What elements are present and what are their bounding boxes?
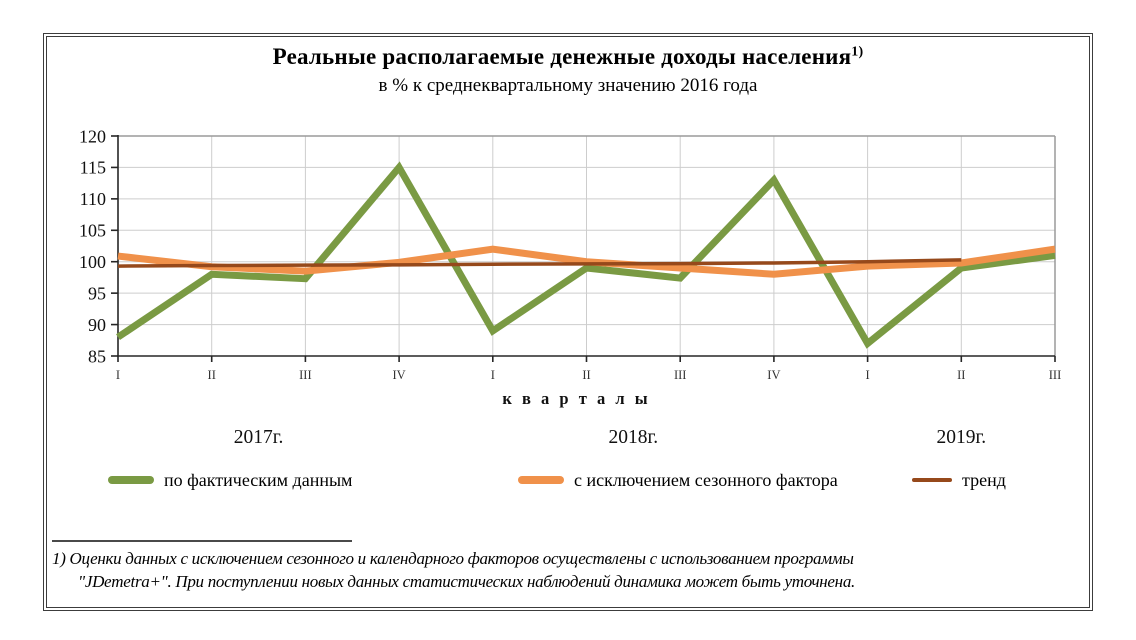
figure-frame xyxy=(43,33,1093,611)
chart-title-text: Реальные располагаемые денежные доходы н… xyxy=(272,44,852,69)
footnote-rule xyxy=(52,540,352,542)
footnote: 1) Оценки данных с исключением сезонного… xyxy=(52,540,1052,594)
series-line-2 xyxy=(117,258,962,268)
footnote-line-2: "JDemetra+". При поступлении новых данны… xyxy=(78,571,855,591)
x-tick-label: I xyxy=(491,368,495,382)
y-tick-label: 85 xyxy=(88,346,106,366)
y-tick-label: 115 xyxy=(80,158,106,178)
year-label: 2018г. xyxy=(609,427,659,448)
chart-title-footnote-marker: 1) xyxy=(851,44,864,60)
chart-title: Реальные располагаемые денежные доходы н… xyxy=(43,44,1093,70)
x-tick-label: III xyxy=(674,368,687,382)
y-tick-label: 90 xyxy=(88,315,106,335)
footnote-line-1: 1) Оценки данных с исключением сезонного… xyxy=(52,549,854,568)
y-tick-label: 105 xyxy=(79,221,106,241)
x-tick-label: IV xyxy=(767,368,780,382)
x-tick-label: III xyxy=(299,368,312,382)
y-tick-label: 95 xyxy=(88,283,106,303)
y-tick-label: 120 xyxy=(79,126,106,146)
year-label: 2017г. xyxy=(234,427,284,448)
x-tick-label: I xyxy=(866,368,870,382)
x-tick-label: III xyxy=(1049,368,1062,382)
series-line-1 xyxy=(117,245,1056,278)
y-tick-label: 110 xyxy=(80,189,106,209)
y-tick-label: 100 xyxy=(79,252,106,272)
x-tick-label: II xyxy=(957,368,965,382)
x-tick-label: I xyxy=(116,368,120,382)
year-label: 2019г. xyxy=(936,427,986,448)
series-line-0 xyxy=(116,161,1056,349)
x-tick-label: II xyxy=(208,368,216,382)
x-tick-label: II xyxy=(582,368,590,382)
x-tick-label: IV xyxy=(392,368,405,382)
title-block: Реальные располагаемые денежные доходы н… xyxy=(43,44,1093,97)
chart-subtitle: в % к среднеквартальному значению 2016 г… xyxy=(378,75,758,96)
x-axis-title: к в а р т а л ы xyxy=(502,389,650,408)
